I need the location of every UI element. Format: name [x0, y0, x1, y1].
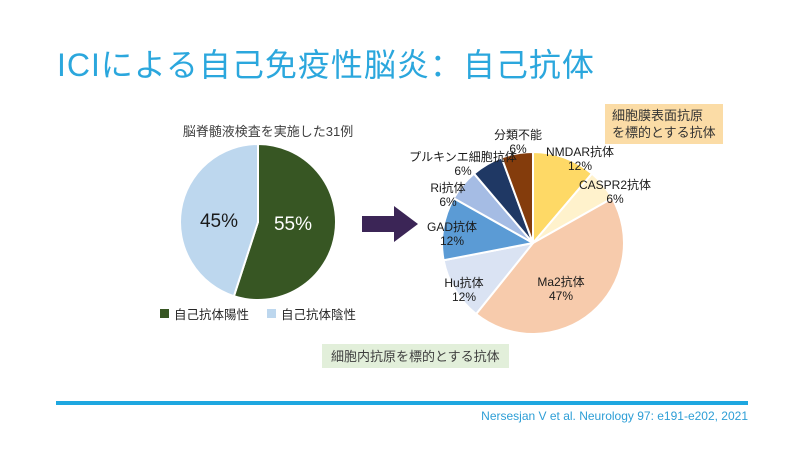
- label-caspr2: CASPR2抗体 6%: [578, 178, 652, 206]
- positive-slice-value: 55%: [273, 214, 313, 235]
- footer-accent-line: [56, 401, 748, 405]
- label-gad: GAD抗体 12%: [426, 220, 478, 248]
- antibody-pie-chart: [441, 151, 625, 335]
- membrane-antigen-callout: 細胞膜表面抗原 を標的とする抗体: [605, 104, 723, 144]
- negative-swatch-icon: [267, 309, 276, 318]
- pie-slice-3: [442, 242, 534, 316]
- pie-slice-0: [532, 151, 593, 244]
- legend-label-negative: 自己抗体陰性: [281, 308, 357, 322]
- slide-title: ICIによる自己免疫性脳炎：自己抗体: [57, 47, 595, 83]
- label-ri: Ri抗体 6%: [430, 181, 466, 209]
- label-ma2: Ma2抗体 47%: [537, 275, 585, 303]
- label-unclassified: 分類不能 6%: [493, 128, 543, 156]
- right-arrow-icon: [362, 206, 418, 242]
- pie-slice-4: [441, 197, 534, 262]
- positive-swatch-icon: [159, 309, 169, 318]
- negative-slice-value: 45%: [199, 211, 239, 232]
- pie-slice-2: [475, 197, 625, 335]
- legend-item-positive: 自己抗体陽性: [159, 304, 249, 323]
- legend-item-negative: 自己抗体陰性: [267, 304, 356, 323]
- left-chart-legend: 自己抗体陽性 自己抗体陰性: [148, 304, 368, 323]
- pie-slice-1: [179, 143, 259, 298]
- citation-text: Nersesjan V et al. Neurology 97: e191-e2…: [481, 409, 748, 423]
- pie-slice-7: [500, 151, 534, 244]
- csf-pie-chart: [179, 143, 337, 301]
- pie-slice-0: [232, 143, 337, 301]
- label-purkinje: プルキンエ細胞抗体 6%: [409, 150, 517, 178]
- left-chart-title: 脳脊髄液検査を実施した31例: [182, 124, 354, 139]
- intracellular-antigen-callout: 細胞内抗原を標的とする抗体: [322, 344, 509, 368]
- label-hu: Hu抗体 12%: [444, 276, 484, 304]
- legend-label-positive: 自己抗体陽性: [173, 308, 249, 322]
- label-nmdar: NMDAR抗体 12%: [546, 145, 614, 173]
